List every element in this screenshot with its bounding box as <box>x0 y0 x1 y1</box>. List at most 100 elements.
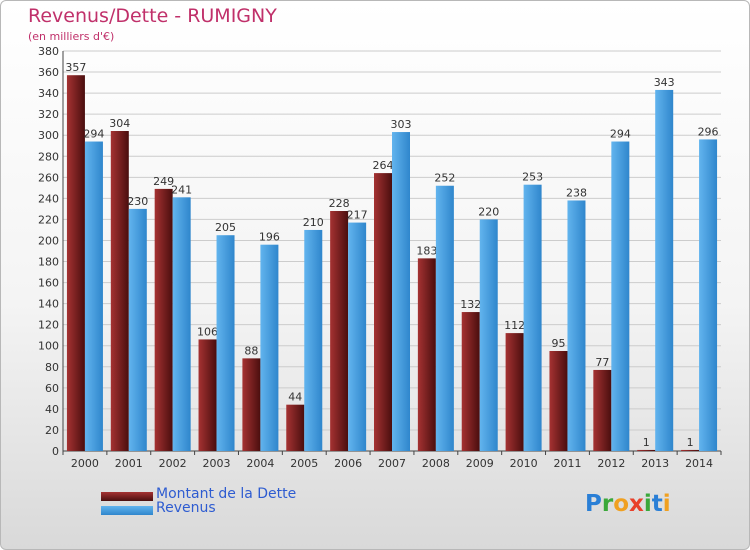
y-tick-label: 320 <box>38 108 59 121</box>
y-tick-label: 80 <box>45 361 59 374</box>
y-tick-label: 260 <box>38 171 59 184</box>
bar-revenus <box>435 185 454 451</box>
x-tick-label: 2003 <box>203 457 231 470</box>
data-label-dette: 95 <box>551 337 565 350</box>
data-label-dette: 249 <box>153 175 174 188</box>
logo-letter: P <box>585 491 602 517</box>
data-label-revenus: 238 <box>566 186 587 199</box>
x-tick-label: 2000 <box>71 457 99 470</box>
bar-dette <box>417 258 436 451</box>
bar-revenus <box>611 141 630 452</box>
data-label-revenus: 303 <box>391 118 412 131</box>
bar-revenus <box>304 229 323 451</box>
y-tick-label: 120 <box>38 319 59 332</box>
bar-dette <box>505 333 524 451</box>
bar-revenus <box>699 139 718 451</box>
bar-dette <box>593 369 612 451</box>
logo-letter: x <box>629 491 644 517</box>
y-tick-label: 300 <box>38 129 59 142</box>
x-tick-label: 2012 <box>597 457 625 470</box>
legend-swatch-revenus <box>101 506 153 515</box>
bar-revenus <box>260 244 279 451</box>
y-tick-label: 0 <box>52 445 59 458</box>
data-label-dette: 44 <box>288 391 302 404</box>
y-tick-label: 280 <box>38 150 59 163</box>
y-tick-label: 40 <box>45 403 59 416</box>
data-label-revenus: 220 <box>478 205 499 218</box>
bar-dette <box>66 75 85 452</box>
data-label-dette: 112 <box>504 319 525 332</box>
x-tick-label: 2011 <box>553 457 581 470</box>
bar-dette <box>198 339 217 451</box>
bar-dette <box>461 312 480 451</box>
data-label-dette: 183 <box>416 244 437 257</box>
y-tick-label: 360 <box>38 66 59 79</box>
data-label-dette: 1 <box>643 436 650 449</box>
data-label-revenus: 210 <box>303 216 324 229</box>
data-label-revenus: 196 <box>259 231 280 244</box>
data-label-revenus: 217 <box>347 209 368 222</box>
y-tick-label: 240 <box>38 192 59 205</box>
bar-revenus <box>392 132 410 452</box>
data-label-dette: 132 <box>460 298 481 311</box>
data-label-revenus: 205 <box>215 221 236 234</box>
bar-revenus <box>655 89 674 452</box>
data-label-revenus: 253 <box>522 171 543 184</box>
x-tick-label: 2007 <box>378 457 406 470</box>
bar-dette <box>110 131 129 451</box>
data-label-revenus: 230 <box>127 195 148 208</box>
y-tick-label: 340 <box>38 87 59 100</box>
data-label-dette: 1 <box>687 436 694 449</box>
bar-revenus <box>172 197 191 451</box>
data-label-revenus: 294 <box>610 128 631 141</box>
data-label-revenus: 296 <box>698 125 719 138</box>
bar-revenus <box>84 141 103 452</box>
x-tick-label: 2006 <box>334 457 362 470</box>
logo-letter: t <box>651 491 663 517</box>
data-label-revenus: 241 <box>171 183 192 196</box>
legend-swatch-dette <box>101 492 153 501</box>
data-label-dette: 304 <box>109 117 130 130</box>
bar-dette <box>374 173 392 451</box>
bar-dette <box>154 188 173 452</box>
bar-dette <box>681 449 700 451</box>
bar-dette <box>330 211 349 451</box>
y-tick-label: 180 <box>38 256 59 269</box>
bar-dette <box>549 351 568 451</box>
logo-letter: o <box>613 491 630 517</box>
bar-revenus <box>216 235 235 451</box>
legend-label-revenus: Revenus <box>156 500 216 516</box>
data-label-dette: 88 <box>244 344 258 357</box>
data-label-dette: 106 <box>197 325 218 338</box>
x-tick-label: 2001 <box>115 457 143 470</box>
chart-subtitle: (en milliers d'€) <box>28 30 115 43</box>
y-tick-label: 200 <box>38 234 59 247</box>
data-label-revenus: 343 <box>654 76 675 89</box>
y-tick-label: 100 <box>38 340 59 353</box>
legend-label-dette: Montant de la Dette <box>156 486 297 502</box>
bar-dette <box>286 404 305 451</box>
logo-letter: i <box>643 491 652 517</box>
x-tick-label: 2005 <box>290 457 318 470</box>
bar-dette <box>637 449 656 451</box>
data-label-dette: 77 <box>595 356 609 369</box>
y-tick-label: 140 <box>38 298 59 311</box>
logo-letter: i <box>662 491 671 517</box>
data-label-dette: 228 <box>329 197 350 210</box>
bar-revenus <box>567 200 586 451</box>
x-tick-label: 2014 <box>685 457 713 470</box>
y-tick-label: 160 <box>38 277 59 290</box>
logo-letter: r <box>601 491 614 517</box>
x-tick-label: 2004 <box>246 457 274 470</box>
y-tick-label: 20 <box>45 424 59 437</box>
bar-revenus <box>348 222 367 451</box>
proxiti-logo: Proxiti <box>585 491 671 517</box>
data-label-dette: 264 <box>373 159 394 172</box>
x-tick-label: 2009 <box>466 457 494 470</box>
bar-revenus <box>523 184 542 451</box>
data-label-revenus: 252 <box>434 172 455 185</box>
bar-revenus <box>128 208 147 451</box>
x-tick-label: 2013 <box>641 457 669 470</box>
